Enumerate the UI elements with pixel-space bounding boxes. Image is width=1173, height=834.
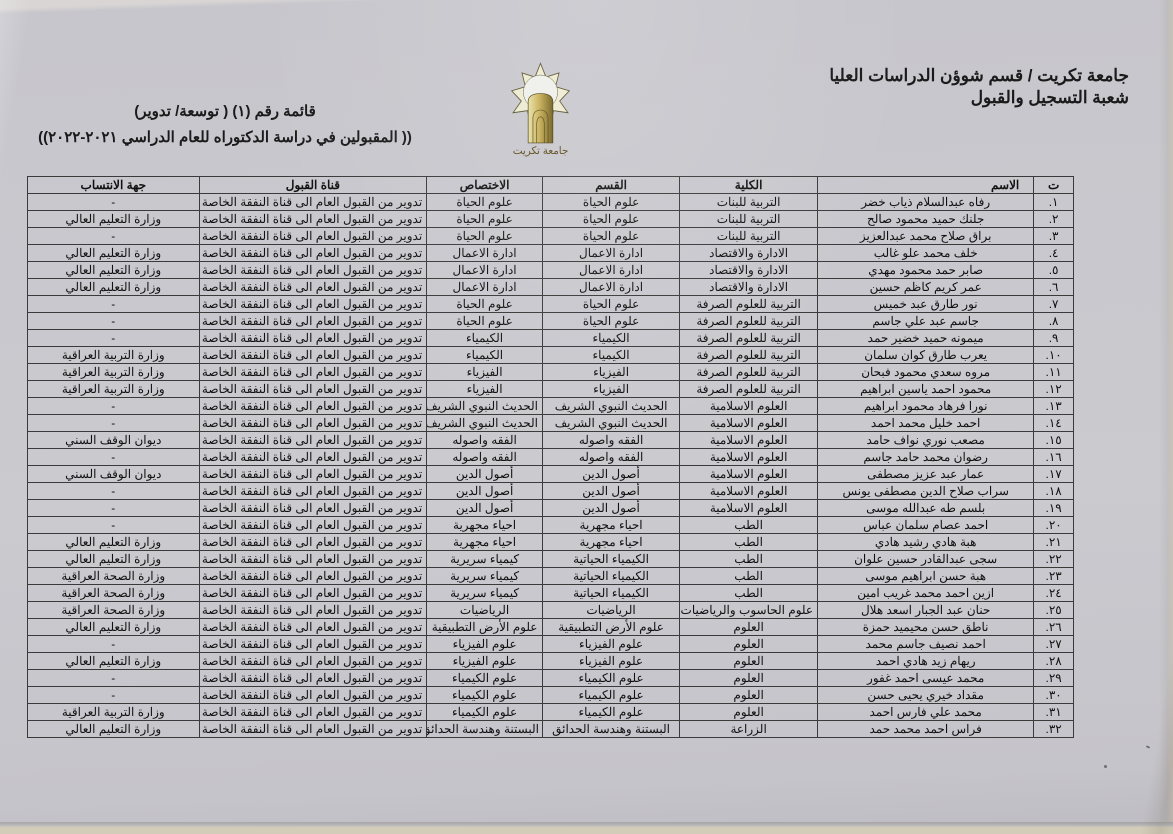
- svg-text:جامعة تكريت: جامعة تكريت: [513, 146, 568, 157]
